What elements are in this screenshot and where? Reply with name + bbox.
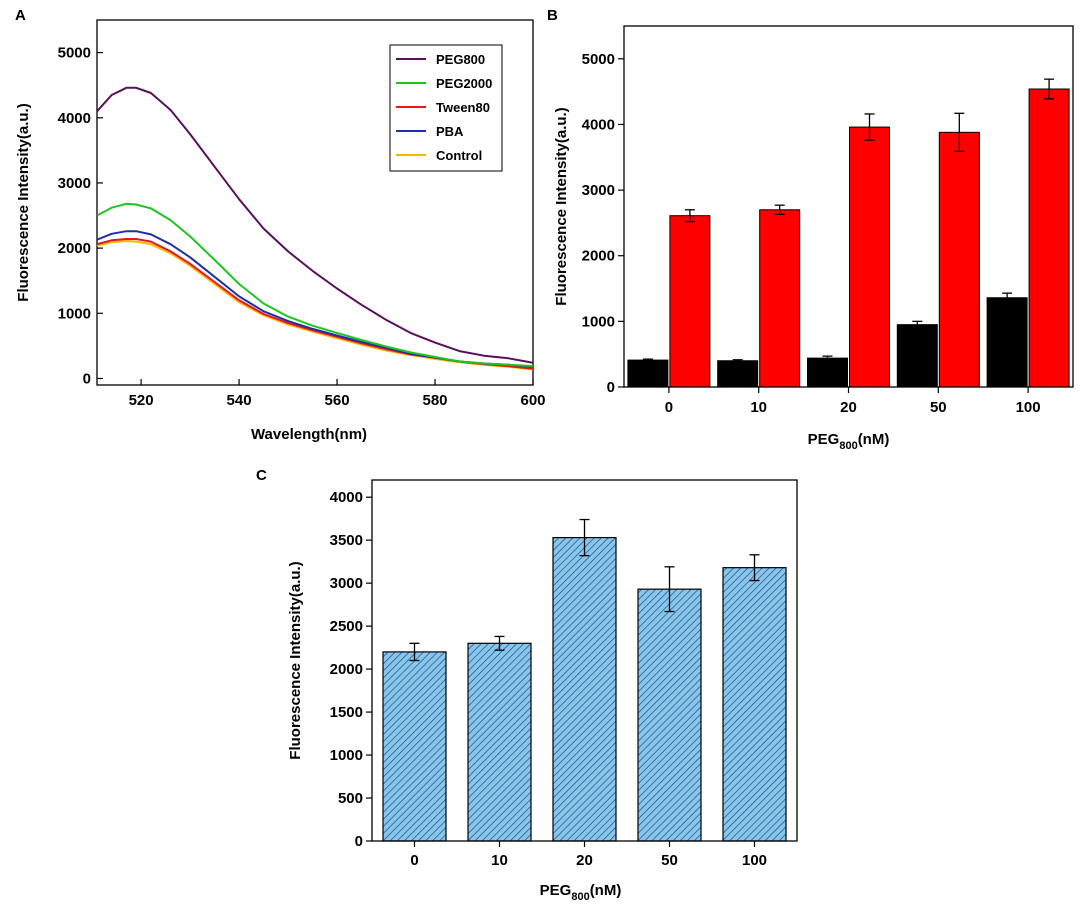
panel-label: C xyxy=(256,467,267,484)
series-line-peg2000 xyxy=(97,202,533,368)
x-axis-label: PEG800(nM) xyxy=(540,882,622,903)
legend-label-pba: PBA xyxy=(436,124,464,139)
bar-black xyxy=(896,324,938,388)
legend-label-peg800: PEG800 xyxy=(436,52,485,67)
y-tick-label: 500 xyxy=(338,790,363,807)
bar-red xyxy=(849,126,890,388)
y-tick-label: 1500 xyxy=(330,704,363,721)
panel-a: A 0 1000 2000 3000 4000 5000 520 540 560 580 600 Wav… xyxy=(15,7,546,443)
y-axis-label: Fluorescence Intensity(a.u.) xyxy=(287,561,304,759)
y-tick-label: 1000 xyxy=(58,305,91,322)
legend-label-peg2000: PEG2000 xyxy=(436,76,492,91)
series-line-tween80 xyxy=(97,238,533,370)
y-tick-label: 3000 xyxy=(582,182,615,199)
x-tick-label: 20 xyxy=(840,399,857,416)
y-tick-label: 2500 xyxy=(330,618,363,635)
x-tick-label: 0 xyxy=(410,852,418,869)
bar-black xyxy=(717,360,759,388)
y-tick-label: 1000 xyxy=(582,313,615,330)
y-tick-label: 0 xyxy=(355,833,363,850)
y-tick-label: 4000 xyxy=(330,489,363,506)
x-tick-label: 50 xyxy=(661,852,678,869)
legend-label-tween80: Tween80 xyxy=(436,100,490,115)
series-line-control xyxy=(97,240,533,371)
y-tick-label: 3000 xyxy=(330,575,363,592)
bar-hatched xyxy=(467,642,532,842)
plot-frame xyxy=(371,479,798,842)
bar-hatched xyxy=(552,536,617,842)
x-tick-label: 100 xyxy=(742,852,767,869)
y-tick-label: 5000 xyxy=(58,45,91,62)
y-tick-label: 0 xyxy=(83,370,91,387)
y-tick-label: 2000 xyxy=(58,240,91,257)
x-tick-label: 540 xyxy=(227,392,252,409)
bar-red xyxy=(759,209,801,388)
legend-label-control: Control xyxy=(436,148,482,163)
bar-black xyxy=(807,357,848,388)
x-tick-label: 520 xyxy=(129,392,154,409)
x-axis-label: Wavelength(nm) xyxy=(251,426,367,443)
bar-hatched xyxy=(722,567,787,842)
y-tick-label: 1000 xyxy=(330,747,363,764)
x-tick-label: 0 xyxy=(665,399,673,416)
bar-black xyxy=(627,359,669,388)
x-tick-label: 560 xyxy=(325,392,350,409)
x-tick-label: 580 xyxy=(423,392,448,409)
series-line-pba xyxy=(97,230,533,368)
bar-red xyxy=(1028,88,1070,388)
bar-hatched xyxy=(382,651,447,842)
bar-hatched xyxy=(637,588,702,842)
y-tick-label: 5000 xyxy=(582,51,615,68)
y-tick-label: 4000 xyxy=(58,110,91,127)
bar-red xyxy=(669,215,711,388)
series-line-peg800 xyxy=(97,86,533,364)
x-tick-label: 600 xyxy=(520,392,545,409)
bar-red xyxy=(938,131,980,388)
x-tick-label: 50 xyxy=(930,399,947,416)
y-tick-label: 0 xyxy=(607,379,615,396)
y-tick-label: 2000 xyxy=(582,248,615,265)
y-tick-label: 2000 xyxy=(330,661,363,678)
x-tick-label: 10 xyxy=(491,852,508,869)
panel-b: B0 10 20 50 100010002000300040005000PEG800(n… xyxy=(547,7,1074,452)
y-tick-label: 3000 xyxy=(58,175,91,192)
x-axis-label: PEG800(nM) xyxy=(808,431,890,452)
y-axis-label: Fluorescence Intensity(a.u.) xyxy=(553,107,570,305)
plot-frame xyxy=(96,19,534,386)
x-tick-label: 10 xyxy=(750,399,767,416)
y-axis-label: Fluorescence Intensity(a.u.) xyxy=(15,103,32,301)
bar-black xyxy=(986,297,1028,388)
panel-c: C0 10 20 50 10005001000150020002500300035004… xyxy=(256,467,798,903)
x-tick-label: 20 xyxy=(576,852,593,869)
plot-frame xyxy=(623,25,1074,388)
x-tick-label: 100 xyxy=(1016,399,1041,416)
panel-label: A xyxy=(15,7,26,24)
y-tick-label: 3500 xyxy=(330,532,363,549)
y-tick-label: 4000 xyxy=(582,116,615,133)
panel-label: B xyxy=(547,7,558,24)
